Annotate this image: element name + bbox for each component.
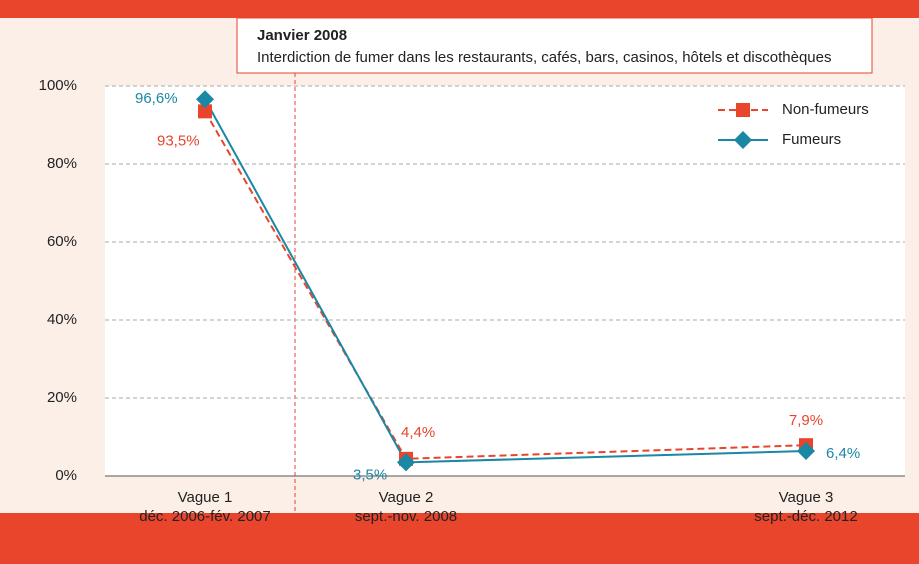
plot-area	[105, 86, 905, 476]
bottom-band	[0, 513, 919, 564]
data-label: 3,5%	[353, 466, 387, 483]
data-label: 7,9%	[789, 412, 823, 429]
y-tick-label: 0%	[55, 467, 77, 484]
annotation-text: Interdiction de fumer dans les restauran…	[257, 49, 831, 66]
x-tick-label: Vague 1	[178, 489, 233, 506]
legend-label: Fumeurs	[782, 131, 841, 148]
marker	[196, 90, 214, 109]
y-tick-label: 40%	[47, 311, 77, 328]
y-tick-label: 80%	[47, 155, 77, 172]
marker	[397, 453, 415, 472]
x-tick-label: Vague 2	[379, 489, 434, 506]
top-band	[0, 0, 919, 18]
data-label: 4,4%	[401, 424, 435, 441]
data-label: 96,6%	[135, 90, 178, 107]
annotation-title: Janvier 2008	[257, 27, 347, 44]
marker	[734, 131, 752, 149]
annotation-box	[236, 17, 873, 74]
marker	[736, 103, 750, 117]
y-tick-label: 100%	[39, 77, 77, 94]
y-tick-label: 20%	[47, 389, 77, 406]
x-tick-label: sept.-nov. 2008	[355, 508, 457, 525]
x-tick-label: Vague 3	[779, 489, 834, 506]
x-tick-label: sept.-déc. 2012	[754, 508, 857, 525]
data-label: 93,5%	[157, 132, 200, 149]
y-tick-label: 60%	[47, 233, 77, 250]
data-label: 6,4%	[826, 445, 860, 462]
marker	[198, 104, 212, 119]
legend-label: Non-fumeurs	[782, 101, 869, 118]
x-tick-label: déc. 2006-fév. 2007	[139, 508, 270, 525]
marker	[797, 442, 815, 461]
